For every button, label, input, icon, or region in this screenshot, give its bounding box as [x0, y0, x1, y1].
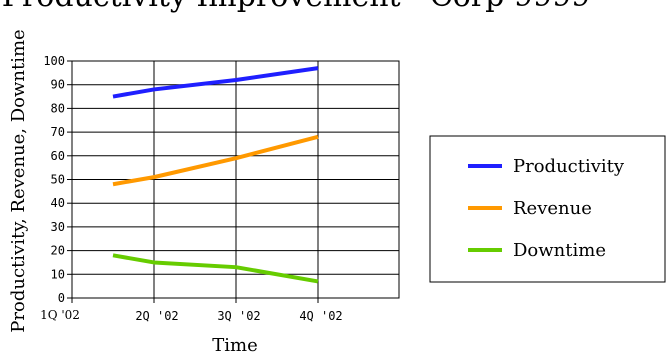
x-tick-label: 1Q '02: [40, 308, 80, 322]
vertical-grid: [153, 61, 319, 298]
series-layer: [112, 66, 319, 284]
y-tick-label: 70: [51, 125, 65, 139]
series-line-downtime: [112, 253, 319, 284]
y-tick-label: 60: [51, 149, 65, 163]
x-axis-label: Time: [212, 335, 257, 356]
y-tick-label: 30: [51, 220, 65, 234]
y-axis-label: Productivity, Revenue, Downtime: [8, 29, 29, 332]
y-tick-label: 10: [51, 267, 65, 281]
chart-title: Productivity Improvement - Corp 9999: [2, 0, 591, 14]
x-tick-label: 4Q '02: [299, 309, 342, 323]
y-tick-label: 0: [58, 291, 65, 305]
series-line-revenue: [112, 134, 319, 187]
legend-items: Productivity Revenue Downtime: [468, 156, 625, 261]
y-tick-label: 90: [51, 78, 65, 92]
y-tick-label: 40: [51, 196, 65, 210]
legend-label: Revenue: [513, 198, 592, 219]
series-line-productivity: [112, 66, 319, 99]
y-tick-label: 80: [51, 101, 65, 115]
y-tick-label: 20: [51, 244, 65, 258]
x-axis: 1Q '02 2Q '02 3Q '02 4Q '02: [40, 298, 343, 323]
legend-label: Downtime: [513, 240, 606, 261]
y-axis: 0 10 20 30 40 50 60 70 80 90 100: [43, 54, 72, 305]
legend: Productivity Revenue Downtime: [429, 135, 666, 283]
legend-label: Productivity: [513, 156, 625, 177]
y-tick-label: 50: [51, 173, 65, 187]
y-tick-label: 100: [43, 54, 65, 68]
x-tick-label: 3Q '02: [217, 309, 260, 323]
plot-area: [71, 60, 400, 299]
x-tick-label: 2Q '02: [135, 309, 178, 323]
